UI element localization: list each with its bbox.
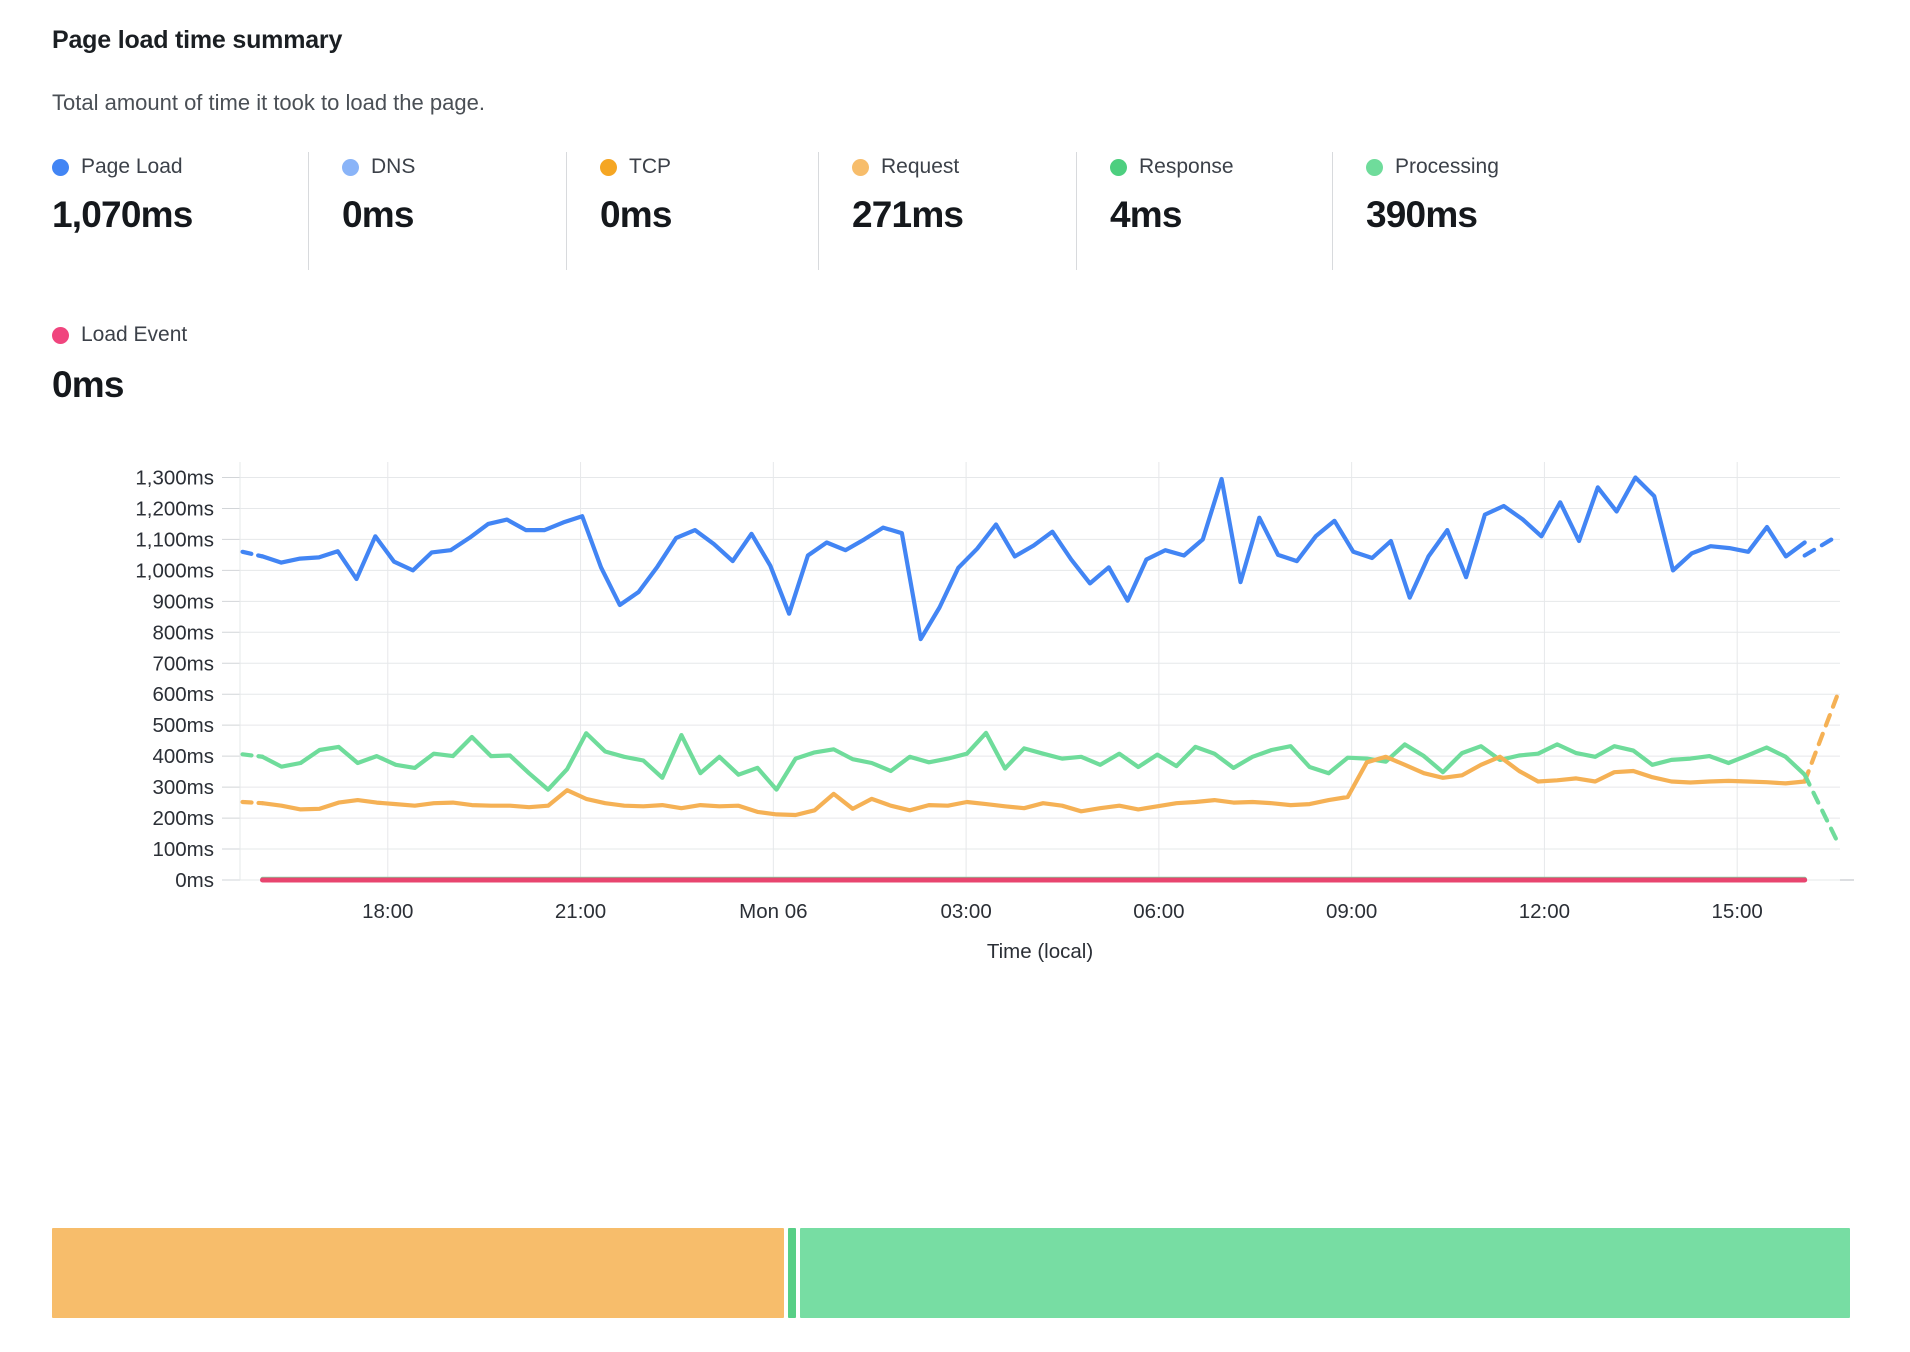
metric-header: TCP [600,152,818,182]
metric-value: 0ms [600,194,672,235]
chart-svg[interactable]: 0ms 100ms 200ms 300ms 400ms 500ms 600ms 700ms 80… [0,430,1910,990]
metric-header: Processing [1366,152,1590,182]
x-axis-label: 06:00 [1133,900,1184,923]
y-axis-label: 1,100ms [135,528,214,551]
metric-header: Response [1110,152,1332,182]
legend-dot-icon [1366,158,1383,176]
metric-processing: Processing 390ms [1332,152,1590,270]
phase-breakdown-bar[interactable] [52,1228,1855,1318]
y-axis-label: 900ms [152,590,214,613]
y-axis-label: 200ms [152,807,214,830]
legend-dot-icon [342,158,359,176]
metric-label: Processing [1395,155,1499,178]
y-axis-label: 1,000ms [135,559,214,582]
y-axis-label: 0ms [175,869,214,892]
metric-strip: Page Load 1,070ms DNS 0ms TCP 0ms Request 271ms… [52,152,1864,270]
metric-label: Request [881,155,960,178]
metric-request: Request 271ms [818,152,1076,270]
legend-dot-icon [52,326,69,344]
chart-grid: 0ms 100ms 200ms 300ms 400ms 500ms 600ms 700ms 80… [135,462,1840,963]
x-axis-label: 21:00 [555,900,606,923]
y-axis-label: 300ms [152,776,214,799]
metric-value: 1,070ms [52,194,193,235]
series-projection-request [1802,694,1839,784]
series-projection-leading [240,799,265,806]
legend-dot-icon [52,158,69,176]
metric-label: DNS [371,155,416,178]
metric-value: 0ms [52,364,124,405]
metric-value: 390ms [1366,194,1478,235]
legend-dot-icon [852,158,869,176]
series-projection-leading [240,549,265,559]
series-projection-leading [240,752,265,759]
metric-strip-row2: Load Event 0ms [52,320,187,406]
x-axis-label: 18:00 [362,900,413,923]
metric-tcp: TCP 0ms [566,152,818,270]
metric-label: Load Event [81,323,188,346]
metric-label: Response [1139,155,1234,178]
x-axis-label: 03:00 [940,900,991,923]
series-projection-processing [1802,772,1839,843]
y-axis-label: 600ms [152,683,214,706]
x-axis-title: Time (local) [987,940,1093,963]
metric-header: Page Load [52,152,308,182]
x-axis-label: 09:00 [1326,900,1377,923]
y-axis-label: 800ms [152,621,214,644]
metric-dns: DNS 0ms [308,152,566,270]
y-axis-label: 100ms [152,838,214,861]
page-load-time-chart[interactable]: 0ms 100ms 200ms 300ms 400ms 500ms 600ms 700ms 80… [0,430,1910,990]
bar-segment-processing[interactable] [799,1228,1850,1318]
bar-segment-response[interactable] [788,1228,796,1318]
series-projection-page-load [1802,534,1839,558]
y-axis-label: 500ms [152,714,214,737]
metric-header: Load Event [52,320,187,350]
x-axis-label: 15:00 [1712,900,1763,923]
metric-value: 4ms [1110,194,1182,235]
page-subtitle: Total amount of time it took to load the… [52,90,485,115]
x-axis-label: 12:00 [1519,900,1570,923]
legend-dot-icon [600,158,617,176]
series-line-processing [260,730,1807,792]
x-axis-label: Mon 06 [739,900,807,923]
metric-page-load: Page Load 1,070ms [52,152,308,270]
legend-dot-icon [1110,158,1127,176]
y-axis-label: 400ms [152,745,214,768]
bar-segment-request[interactable] [52,1228,785,1318]
metric-label: Page Load [81,155,183,178]
metric-value: 271ms [852,194,964,235]
series-line-page-load [260,475,1807,642]
y-axis-label: 1,300ms [135,466,214,489]
y-axis-label: 1,200ms [135,497,214,520]
page-title: Page load time summary [52,26,343,54]
metric-header: Request [852,152,1076,182]
metric-load-event: Load Event 0ms [52,320,187,406]
metric-label: TCP [629,155,671,178]
y-axis-label: 700ms [152,652,214,675]
metric-header: DNS [342,152,566,182]
metric-value: 0ms [342,194,414,235]
series-line-request [260,754,1807,818]
metric-response: Response 4ms [1076,152,1332,270]
